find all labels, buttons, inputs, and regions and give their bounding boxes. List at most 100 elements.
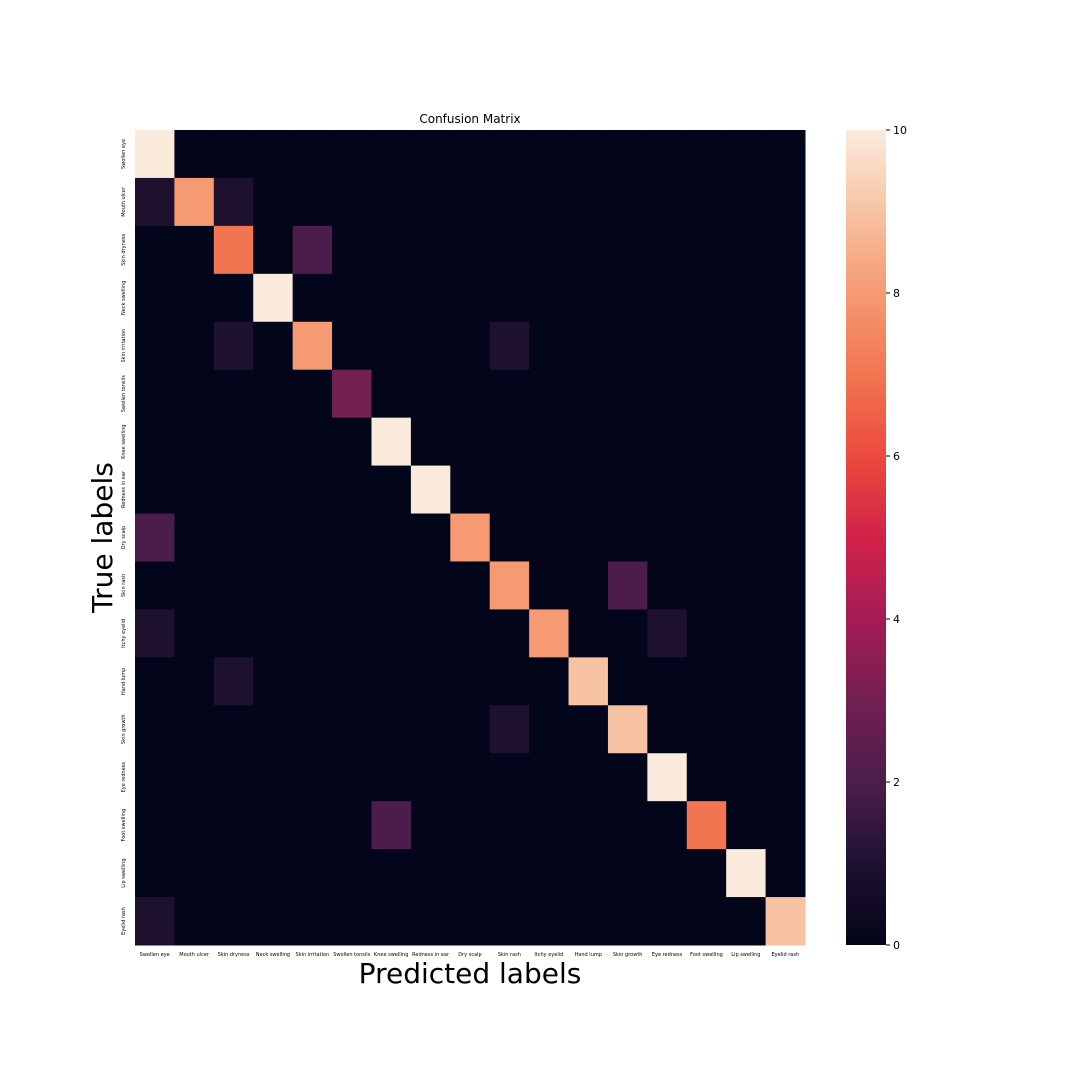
heatmap-cell	[253, 609, 294, 658]
heatmap-cell	[686, 177, 727, 227]
heatmap-cell	[410, 177, 451, 227]
heatmap-cell	[213, 897, 254, 946]
heatmap-cell	[174, 897, 215, 946]
heatmap-cell	[647, 897, 688, 946]
heatmap-cell	[371, 177, 412, 227]
x-tick-label: Foot swelling	[690, 952, 723, 958]
heatmap-cell	[174, 753, 215, 802]
y-tick-label: Eyelid rash	[121, 907, 127, 935]
heatmap-cell	[450, 513, 491, 562]
heatmap-cell	[174, 849, 215, 898]
heatmap-cell	[213, 657, 254, 706]
heatmap-cell	[686, 130, 727, 179]
heatmap-cell	[174, 561, 215, 610]
heatmap-cell	[135, 897, 175, 946]
heatmap-cell	[253, 130, 294, 179]
heatmap-cell	[174, 705, 215, 754]
heatmap-cell	[647, 849, 688, 898]
heatmap-cell	[213, 369, 254, 419]
heatmap-cell	[213, 849, 254, 898]
heatmap-cell	[647, 561, 688, 610]
heatmap-cell	[213, 417, 254, 467]
heatmap-cell	[765, 801, 806, 850]
heatmap-cells	[135, 130, 806, 946]
heatmap-cell	[450, 801, 491, 850]
heatmap-cell	[607, 705, 648, 754]
y-tick-label: Mouth ulcer	[121, 186, 127, 217]
y-tick-label: Swollen eye	[121, 139, 127, 169]
heatmap-cell	[253, 177, 294, 227]
heatmap-cell	[450, 465, 491, 515]
heatmap-cell	[568, 417, 609, 467]
x-axis-label: Predicted labels	[359, 957, 582, 990]
heatmap-cell	[410, 321, 451, 371]
x-tick-label: Skin dryness	[218, 952, 250, 958]
heatmap-cell	[568, 321, 609, 371]
heatmap-cell	[253, 801, 294, 850]
heatmap-cell	[489, 273, 530, 323]
heatmap-cell	[371, 609, 412, 658]
heatmap-cell	[726, 321, 767, 371]
heatmap-cell	[371, 465, 412, 515]
y-tick-label: Dry scalp	[121, 526, 127, 549]
heatmap-cell	[529, 897, 570, 946]
colorbar-tick-label: 10	[893, 124, 907, 137]
heatmap-cell	[450, 177, 491, 227]
heatmap-cell	[450, 369, 491, 419]
x-tick-label: Skin rash	[498, 952, 521, 958]
y-tick-label: Foot swelling	[121, 809, 127, 842]
heatmap-cell	[213, 705, 254, 754]
heatmap-cell	[410, 801, 451, 850]
heatmap-cell	[410, 561, 451, 610]
heatmap-cell	[607, 849, 648, 898]
heatmap-cell	[410, 897, 451, 946]
heatmap-cell	[686, 513, 727, 562]
heatmap-cell	[174, 177, 215, 227]
heatmap-cell	[765, 657, 806, 706]
heatmap-cell	[529, 609, 570, 658]
heatmap-cell	[410, 130, 451, 179]
heatmap-cell	[135, 225, 175, 275]
heatmap-cell	[726, 705, 767, 754]
heatmap-cell	[765, 849, 806, 898]
heatmap-cell	[647, 657, 688, 706]
heatmap-cell	[292, 561, 333, 610]
heatmap-cell	[607, 177, 648, 227]
heatmap-cell	[292, 657, 333, 706]
heatmap-cell	[726, 801, 767, 850]
heatmap-cell	[765, 321, 806, 371]
heatmap-cell	[410, 849, 451, 898]
heatmap-cell	[450, 753, 491, 802]
heatmap-cell	[292, 465, 333, 515]
heatmap-cell	[607, 130, 648, 179]
heatmap-cell	[607, 609, 648, 658]
heatmap-cell	[253, 513, 294, 562]
heatmap-cell	[410, 513, 451, 562]
heatmap-cell	[726, 657, 767, 706]
heatmap-cell	[292, 801, 333, 850]
heatmap-cell	[765, 753, 806, 802]
heatmap-cell	[410, 369, 451, 419]
heatmap-cell	[568, 657, 609, 706]
heatmap-cell	[135, 369, 175, 419]
heatmap-cell	[253, 465, 294, 515]
heatmap-cell	[686, 369, 727, 419]
heatmap-cell	[292, 369, 333, 419]
heatmap-cell	[489, 657, 530, 706]
heatmap-cell	[332, 225, 372, 275]
y-tick-label: Redness in ear	[121, 470, 127, 508]
heatmap-cell	[686, 897, 727, 946]
heatmap-cell	[489, 369, 530, 419]
colorbar-ticks: 0 2 4 6 8 10	[886, 124, 907, 952]
heatmap-cell	[647, 130, 688, 179]
y-tick-label: Knee swelling	[121, 424, 127, 458]
heatmap-cell	[292, 897, 333, 946]
heatmap-cell	[686, 753, 727, 802]
colorbar-tick-label: 2	[893, 776, 900, 789]
heatmap-cell	[371, 561, 412, 610]
heatmap-cell	[450, 225, 491, 275]
heatmap-cell	[174, 657, 215, 706]
heatmap-cell	[135, 801, 175, 850]
heatmap-cell	[607, 273, 648, 323]
